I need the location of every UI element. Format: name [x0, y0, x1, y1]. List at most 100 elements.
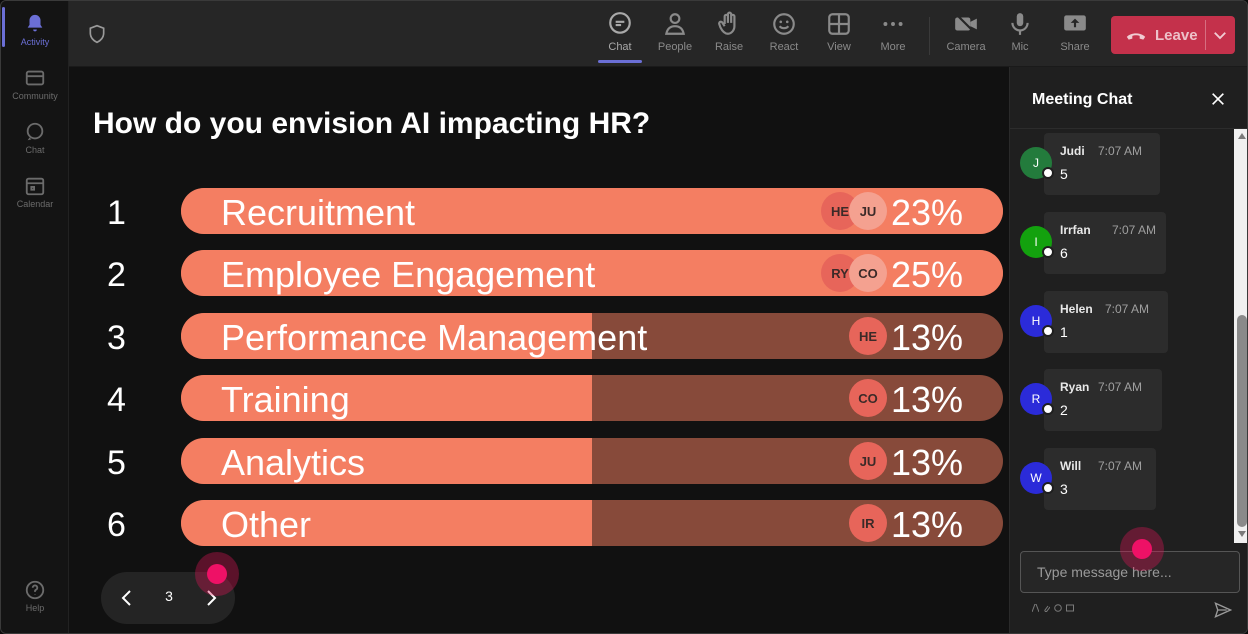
- chevron-right-icon[interactable]: [199, 586, 223, 610]
- send-icon[interactable]: [1214, 601, 1232, 619]
- share-screen-icon: [1064, 15, 1086, 31]
- format-toolbar: [1032, 604, 1074, 612]
- view-button[interactable]: View: [814, 11, 864, 61]
- rail-item-calendar[interactable]: Calendar: [1, 175, 69, 209]
- message-text: 5: [1060, 166, 1068, 182]
- chevron-left-icon[interactable]: [115, 586, 139, 610]
- chat-button[interactable]: Chat: [595, 11, 645, 63]
- message-text: 1: [1060, 324, 1068, 340]
- message-bubble: Will 7:07 AM 3: [1044, 448, 1156, 510]
- option-bar: Analytics 13% JU: [181, 438, 1003, 484]
- rail-label: Activity: [20, 37, 50, 47]
- message-time: 7:07 AM: [1098, 380, 1143, 394]
- camera-button[interactable]: Camera: [941, 11, 991, 61]
- option-bar: Training 13% CO: [181, 375, 1003, 421]
- message-time: 7:07 AM: [1112, 223, 1157, 237]
- poll-option-row: 6 Other 13% IR: [69, 500, 1009, 546]
- page-number: 3: [165, 588, 173, 604]
- option-number: 4: [107, 381, 126, 419]
- message-text: 3: [1060, 481, 1068, 497]
- message-time: 7:07 AM: [1105, 302, 1150, 316]
- presence-status-icon: [1042, 403, 1054, 415]
- option-percent: 23%: [890, 192, 963, 233]
- option-bar: Recruitment 23% HE JU: [181, 188, 1003, 234]
- attach-icon[interactable]: [1043, 604, 1050, 612]
- option-percent: 25%: [890, 254, 963, 295]
- avatar[interactable]: J: [1020, 147, 1052, 179]
- rail-item-help[interactable]: Help: [1, 579, 69, 613]
- people-button[interactable]: People: [650, 11, 700, 61]
- view-label: View: [827, 41, 851, 53]
- people-icon: [665, 13, 685, 35]
- voter-avatar: CO: [849, 379, 887, 417]
- sender-name: Will: [1060, 459, 1082, 473]
- help-icon: [25, 580, 45, 600]
- message-bubble: Ryan 7:07 AM 2: [1044, 369, 1162, 431]
- emoji-icon[interactable]: [1054, 604, 1062, 612]
- leave-divider: [1205, 20, 1206, 50]
- scroll-up-arrow-icon[interactable]: [1238, 133, 1246, 139]
- raise-hand-icon: [718, 11, 736, 35]
- app-rail: Activity Community Chat Calendar Help: [1, 1, 69, 633]
- message-time: 7:07 AM: [1098, 144, 1143, 158]
- message-bubble: Judi 7:07 AM 5: [1044, 133, 1160, 195]
- poll-results-stage: How do you envision AI impacting HR? 1 Re…: [69, 67, 1009, 633]
- voter-avatar: CO: [849, 254, 887, 292]
- mic-label: Mic: [1011, 41, 1029, 53]
- voter-avatar: JU: [849, 442, 887, 480]
- calendar-icon: [25, 177, 45, 196]
- close-icon[interactable]: [1210, 91, 1226, 107]
- option-percent: 13%: [890, 317, 963, 358]
- pointer-highlight: [1120, 527, 1164, 571]
- community-icon: [25, 70, 45, 86]
- camera-off-icon: [955, 13, 977, 35]
- option-label: Employee Engagement: [221, 254, 596, 295]
- sender-name: Ryan: [1060, 380, 1090, 394]
- presence-status-icon: [1042, 482, 1054, 494]
- rail-item-activity[interactable]: Activity: [1, 7, 69, 47]
- shield-icon[interactable]: [87, 23, 107, 45]
- option-bar: Other 13% IR: [181, 500, 1003, 546]
- rail-item-community[interactable]: Community: [1, 67, 69, 101]
- more-label: More: [880, 41, 906, 53]
- chat-label: Chat: [608, 41, 632, 53]
- rail-label: Calendar: [16, 199, 54, 209]
- people-label: People: [657, 41, 693, 53]
- poll-option-row: 1 Recruitment 23% HE JU: [69, 188, 1009, 234]
- share-button[interactable]: Share: [1050, 11, 1100, 61]
- option-number: 1: [107, 194, 126, 232]
- scroll-down-arrow-icon[interactable]: [1238, 531, 1246, 537]
- more-button[interactable]: More: [868, 11, 918, 61]
- presence-status-icon: [1042, 167, 1054, 179]
- rail-item-chat[interactable]: Chat: [1, 121, 69, 155]
- message-text: 6: [1060, 245, 1068, 261]
- option-bar: Performance Management 13% HE: [181, 313, 1003, 359]
- chat-icon: [609, 12, 631, 34]
- scroll-thumb[interactable]: [1237, 315, 1247, 527]
- presence-status-icon: [1042, 246, 1054, 258]
- option-bar: Employee Engagement 25% RY CO: [181, 250, 1003, 296]
- raise-hand-button[interactable]: Raise: [704, 11, 754, 61]
- mic-button[interactable]: Mic: [995, 11, 1045, 61]
- option-percent: 13%: [890, 442, 963, 483]
- option-label: Analytics: [221, 442, 366, 483]
- react-button[interactable]: React: [759, 11, 809, 61]
- chat-title: Meeting Chat: [1032, 91, 1133, 108]
- share-label: Share: [1060, 41, 1090, 53]
- message-compose-box[interactable]: [1020, 551, 1240, 593]
- chevron-down-icon[interactable]: [1211, 26, 1229, 44]
- grid-view-icon: [828, 13, 850, 35]
- message-input[interactable]: [1021, 552, 1239, 592]
- voter-avatar: HE: [849, 317, 887, 355]
- chat-scrollbar[interactable]: [1234, 129, 1247, 543]
- voter-avatar: IR: [849, 504, 887, 542]
- raise-label: Raise: [714, 41, 744, 53]
- option-bar-fill: [181, 438, 592, 484]
- option-bar-fill: [181, 313, 592, 359]
- gif-icon[interactable]: [1066, 604, 1074, 612]
- mic-icon: [1011, 13, 1029, 35]
- leave-button[interactable]: Leave: [1111, 16, 1235, 54]
- message-bubble: Helen 7:07 AM 1: [1044, 291, 1168, 353]
- format-icon[interactable]: [1032, 604, 1039, 612]
